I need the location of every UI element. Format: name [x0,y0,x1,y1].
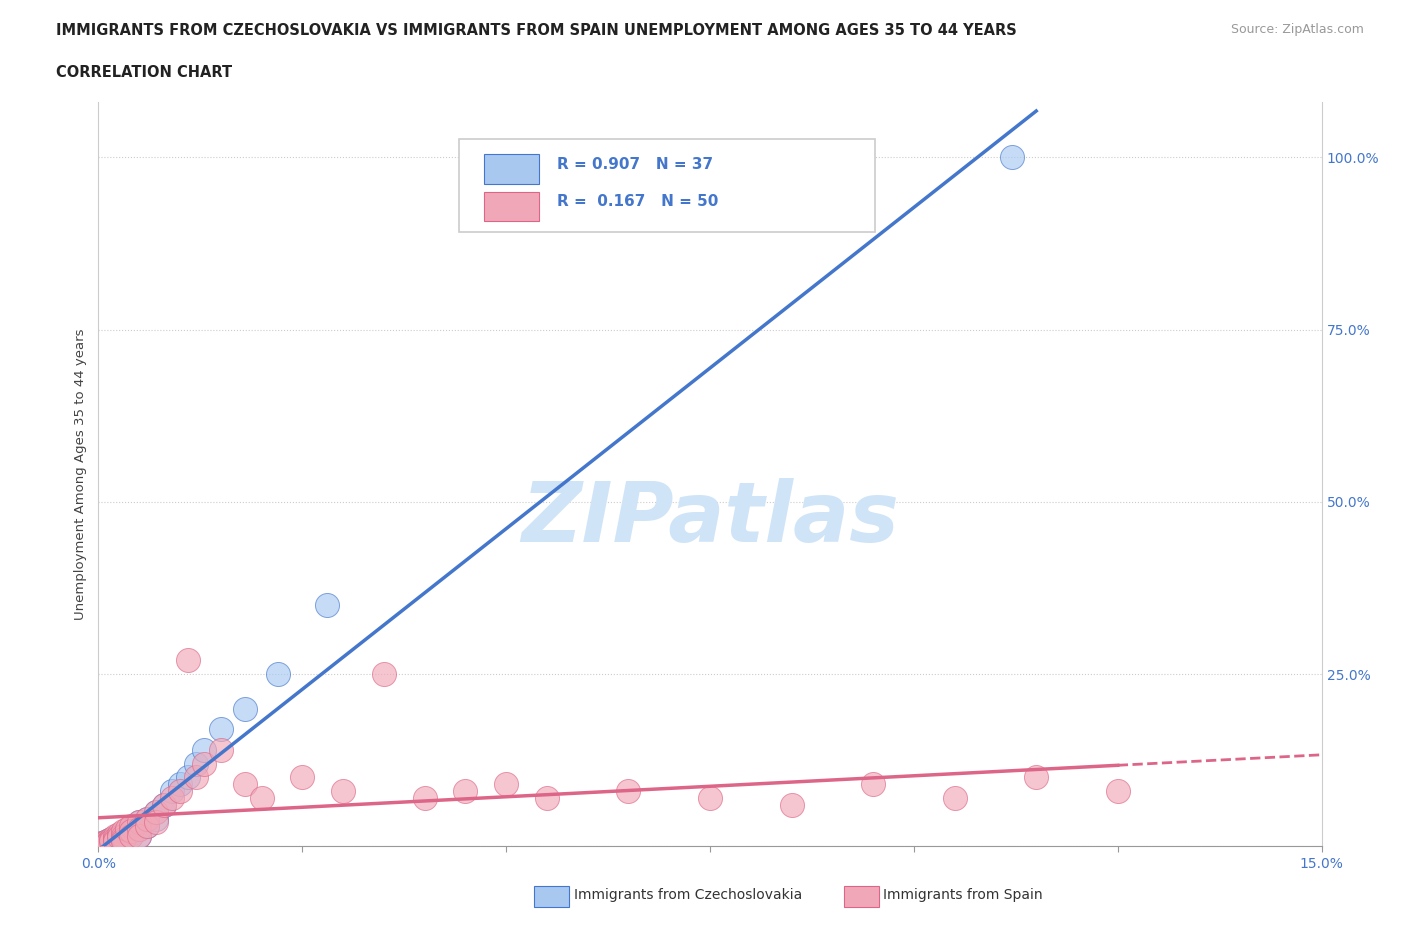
Point [100,834,122,849]
Point [111,827,134,842]
Point [136,818,159,833]
Point [233,777,256,791]
Text: IMMIGRANTS FROM CZECHOSLOVAKIA VS IMMIGRANTS FROM SPAIN UNEMPLOYMENT AMONG AGES : IMMIGRANTS FROM CZECHOSLOVAKIA VS IMMIGR… [56,23,1017,38]
Point [169,784,191,799]
Point [115,825,138,840]
Point [193,756,215,771]
Point [111,833,134,848]
Point [862,777,884,791]
Point [152,798,174,813]
Point [943,790,966,805]
Point [115,821,138,836]
Point [128,821,150,836]
Text: Immigrants from Spain: Immigrants from Spain [883,888,1043,902]
Point [145,804,167,819]
Point [96,835,118,850]
Point [332,784,354,799]
Point [120,821,142,836]
Point [291,770,314,785]
Point [111,829,134,844]
Point [111,824,134,839]
Point [209,742,232,757]
Point [373,667,395,682]
Point [495,777,517,791]
Point [152,798,174,813]
Point [91,837,114,852]
Point [160,790,183,805]
Point [145,811,167,826]
Text: R =  0.167   N = 50: R = 0.167 N = 50 [557,193,718,208]
Point [1107,784,1129,799]
Point [250,790,273,805]
Point [136,818,159,833]
Text: R = 0.907   N = 37: R = 0.907 N = 37 [557,156,713,171]
Point [111,834,134,849]
Point [96,833,118,848]
Point [780,798,803,813]
Point [104,832,127,847]
Point [120,829,142,844]
Point [108,829,131,844]
Point [120,824,142,839]
Point [145,804,167,819]
Point [91,835,114,850]
Point [104,834,127,849]
Point [128,829,150,844]
Point [108,830,131,844]
Point [169,777,191,791]
Point [267,667,290,682]
Point [536,790,558,805]
Point [104,829,127,844]
Point [91,835,114,850]
Point [120,827,142,842]
Point [136,811,159,826]
Text: ZIPatlas: ZIPatlas [522,478,898,560]
Text: Immigrants from Czechoslovakia: Immigrants from Czechoslovakia [574,888,801,902]
Point [699,790,721,805]
Point [136,811,159,826]
Point [177,653,200,668]
Point [233,701,256,716]
Point [124,818,146,833]
Point [115,829,138,844]
Point [111,830,134,844]
Point [186,756,208,771]
Point [1025,770,1047,785]
Point [128,815,150,830]
Point [128,821,150,836]
Point [617,784,640,799]
Bar [484,192,538,221]
Point [108,827,131,842]
Point [1001,150,1024,165]
Text: Source: ZipAtlas.com: Source: ZipAtlas.com [1230,23,1364,36]
Point [111,832,134,847]
Point [100,834,122,849]
Y-axis label: Unemployment Among Ages 35 to 44 years: Unemployment Among Ages 35 to 44 years [75,328,87,620]
Point [315,598,337,613]
Point [96,837,118,852]
Point [111,832,134,847]
Point [160,784,183,799]
Point [96,835,118,850]
Point [104,832,127,847]
Point [108,832,131,847]
Point [104,830,127,845]
Point [454,784,477,799]
Point [209,722,232,737]
Point [100,832,122,847]
Bar [484,154,538,184]
Point [177,770,200,785]
Text: CORRELATION CHART: CORRELATION CHART [56,65,232,80]
Point [104,834,127,849]
Point [96,833,118,848]
Point [128,829,150,844]
Point [413,790,436,805]
Point [193,742,215,757]
Point [120,818,142,833]
FancyBboxPatch shape [460,140,875,232]
Point [100,832,122,847]
Point [145,815,167,830]
Point [186,770,208,785]
Point [128,815,150,830]
